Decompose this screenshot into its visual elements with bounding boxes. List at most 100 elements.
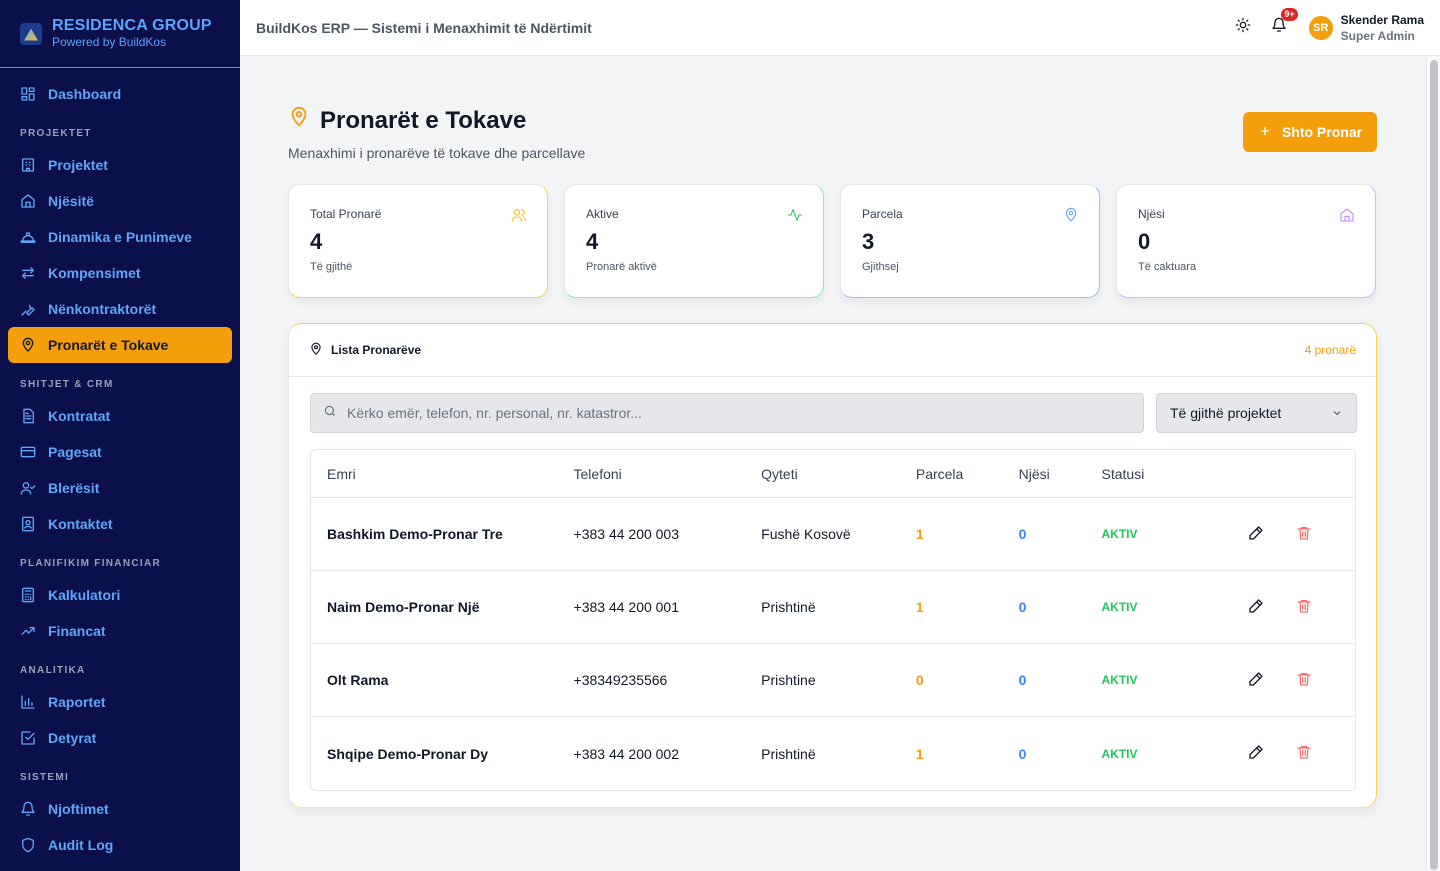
users-icon	[511, 207, 527, 223]
table-row[interactable]: Bashkim Demo-Pronar Tre +383 44 200 003 …	[311, 498, 1355, 571]
page-scrollbar[interactable]	[1426, 56, 1440, 871]
project-filter-select[interactable]: Të gjithë projektet	[1156, 393, 1357, 433]
stat-card-active: Aktive 4 Pronarë aktivë	[564, 184, 824, 298]
sidebar: RESIDENCA GROUP Powered by BuildKos Dash…	[0, 0, 240, 871]
trending-up-icon	[20, 623, 36, 639]
stat-note: Të gjithë	[310, 261, 353, 273]
brand[interactable]: RESIDENCA GROUP Powered by BuildKos	[0, 0, 240, 68]
table-row[interactable]: Naim Demo-Pronar Një +383 44 200 001 Pri…	[311, 571, 1355, 644]
sidebar-item-kalkulatori[interactable]: Kalkulatori	[8, 577, 232, 613]
sidebar-item-label: Pronarët e Tokave	[48, 337, 169, 353]
column-header-city[interactable]: Qyteti	[761, 465, 798, 482]
sidebar-item-kompensimet[interactable]: Kompensimet	[8, 255, 232, 291]
home-icon	[1339, 207, 1355, 223]
stat-label: Parcela	[862, 207, 903, 221]
sidebar-item-label: Projektet	[48, 157, 108, 173]
user-role: Super Admin	[1340, 28, 1415, 43]
trash-icon	[1296, 744, 1312, 763]
owner-phone: +38349235566	[573, 672, 668, 688]
sidebar-item-label: Nënkontraktorët	[48, 301, 157, 317]
sidebar-item-bleresit[interactable]: Blerësit	[8, 470, 232, 506]
page-title: Pronarët e Tokave	[320, 106, 527, 134]
status-badge: AKTIV	[1101, 527, 1138, 541]
avatar[interactable]: SR	[1308, 15, 1333, 40]
sidebar-item-raportet[interactable]: Raportet	[8, 684, 232, 720]
calculator-icon	[20, 587, 36, 603]
search-icon	[323, 404, 347, 423]
edit-button[interactable]	[1247, 598, 1265, 616]
column-header-units[interactable]: Njësi	[1018, 465, 1050, 482]
filters-bar: Të gjithë projektet	[310, 393, 1357, 433]
delete-button[interactable]	[1295, 525, 1313, 543]
file-text-icon	[20, 408, 36, 424]
column-header-phone[interactable]: Telefoni	[573, 465, 622, 482]
sidebar-item-label: Kalkulatori	[48, 587, 121, 603]
brand-subtitle: Powered by BuildKos	[52, 35, 167, 49]
owner-parcels: 1	[915, 599, 924, 615]
list-header: Lista Pronarëve 4 pronarë	[289, 324, 1376, 377]
map-pin-icon	[309, 342, 331, 359]
stat-value: 4	[586, 229, 599, 254]
sidebar-item-dinamika[interactable]: Dinamika e Punimeve	[8, 219, 232, 255]
table-row[interactable]: Olt Rama +38349235566 Prishtine 0 0 AKTI…	[311, 644, 1355, 717]
stat-card-total: Total Pronarë 4 Të gjithë	[288, 184, 548, 298]
sidebar-item-label: Dinamika e Punimeve	[48, 229, 192, 245]
delete-button[interactable]	[1295, 671, 1313, 689]
sidebar-item-projektet[interactable]: Projektet	[8, 147, 232, 183]
app-title: BuildKos ERP — Sistemi i Menaxhimit të N…	[256, 19, 592, 36]
owner-parcels: 0	[915, 672, 924, 688]
search-box	[310, 393, 1144, 433]
main-content: Pronarët e Tokave Menaxhimi i pronarëve …	[240, 56, 1426, 871]
sidebar-item-kontratat[interactable]: Kontratat	[8, 398, 232, 434]
column-header-parcels[interactable]: Parcela	[915, 465, 964, 482]
status-badge: AKTIV	[1101, 673, 1138, 687]
delete-button[interactable]	[1295, 745, 1313, 763]
theme-toggle-button[interactable]	[1233, 17, 1253, 38]
owner-parcels: 1	[915, 526, 924, 542]
page-subtitle: Menaxhimi i pronarëve të tokave dhe parc…	[288, 145, 586, 161]
owner-parcels: 1	[915, 745, 924, 762]
stat-value: 3	[862, 229, 875, 254]
trash-icon	[1296, 598, 1312, 617]
sidebar-item-audit[interactable]: Audit Log	[8, 827, 232, 863]
sidebar-item-pronaret[interactable]: Pronarët e Tokave	[8, 327, 232, 363]
sidebar-item-njoftimet[interactable]: Njoftimet	[8, 791, 232, 827]
column-header-status[interactable]: Statusi	[1101, 465, 1145, 482]
owner-city: Fushë Kosovë	[761, 526, 851, 542]
page-header: Pronarët e Tokave Menaxhimi i pronarëve …	[288, 106, 586, 162]
scrollbar-thumb[interactable]	[1430, 60, 1438, 870]
user-menu[interactable]: Skender Rama Super Admin	[1341, 12, 1424, 44]
section-analitika: ANALITIKA	[20, 665, 86, 676]
edit-button[interactable]	[1247, 671, 1265, 689]
sidebar-item-njesite[interactable]: Njësitë	[8, 183, 232, 219]
sidebar-item-dashboard[interactable]: Dashboard	[8, 76, 232, 112]
add-owner-button[interactable]: Shto Pronar	[1243, 112, 1377, 152]
pencil-icon	[1248, 744, 1264, 763]
owner-name: Bashkim Demo-Pronar Tre	[327, 526, 503, 542]
map-pin-icon	[288, 106, 320, 135]
notifications-button[interactable]: 9+	[1269, 7, 1298, 38]
column-header-name[interactable]: Emri	[327, 465, 356, 482]
sidebar-item-kontaktet[interactable]: Kontaktet	[8, 506, 232, 542]
sidebar-item-nenkontraktoret[interactable]: Nënkontraktorët	[8, 291, 232, 327]
search-input[interactable]	[347, 405, 1127, 421]
stat-card-units: Njësi 0 Të caktuara	[1116, 184, 1376, 298]
top-bar: BuildKos ERP — Sistemi i Menaxhimit të N…	[240, 0, 1440, 56]
owner-city: Prishtinë	[761, 745, 816, 762]
table-row[interactable]: Shqipe Demo-Pronar Dy +383 44 200 002 Pr…	[311, 717, 1355, 790]
sidebar-item-pagesat[interactable]: Pagesat	[8, 434, 232, 470]
sun-icon	[1235, 17, 1251, 38]
edit-button[interactable]	[1247, 525, 1265, 543]
sidebar-item-financat[interactable]: Financat	[8, 613, 232, 649]
edit-button[interactable]	[1247, 745, 1265, 763]
delete-button[interactable]	[1295, 598, 1313, 616]
owner-phone: +383 44 200 002	[573, 745, 680, 762]
owner-name: Naim Demo-Pronar Një	[327, 599, 480, 615]
credit-card-icon	[20, 444, 36, 460]
sidebar-item-detyrat[interactable]: Detyrat	[8, 720, 232, 756]
stat-note: Të caktuara	[1138, 261, 1197, 273]
pencil-icon	[1248, 598, 1264, 617]
section-shitjet: SHITJET & CRM	[20, 379, 114, 390]
map-pin-icon	[1063, 207, 1079, 223]
project-filter-value: Të gjithë projektet	[1170, 405, 1282, 421]
